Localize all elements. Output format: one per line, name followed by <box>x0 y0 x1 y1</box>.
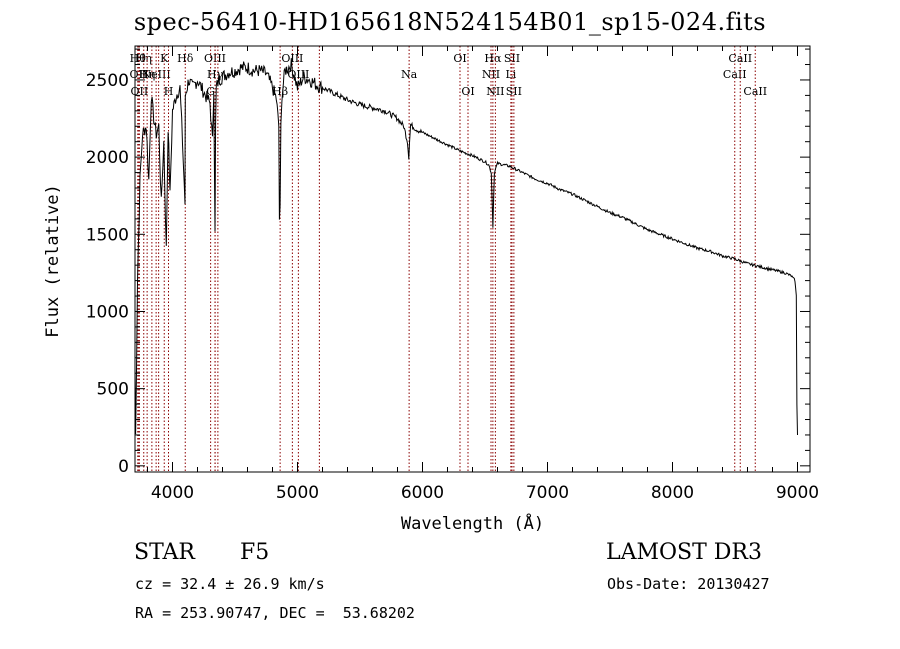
line-marker-label: Na <box>401 68 418 81</box>
line-marker-label: NII <box>482 68 500 81</box>
line-marker-label: OI <box>461 85 474 98</box>
axes <box>134 45 811 473</box>
y-tick-label: 2500 <box>86 71 129 91</box>
line-marker-label: Hγ <box>207 68 224 81</box>
x-axis-label: Wavelength (Å) <box>401 512 544 534</box>
line-marker-label: Li <box>505 68 516 81</box>
object-type: STAR <box>134 540 195 565</box>
line-marker-label: K <box>160 52 169 65</box>
x-tick-label: 4000 <box>151 483 194 503</box>
line-marker-label: OIII <box>204 52 226 65</box>
x-tick-label: 8000 <box>651 483 694 503</box>
line-marker-label: OII <box>130 68 148 81</box>
line-marker-label: OIII <box>287 68 309 81</box>
chart-title: spec-56410-HD165618N524154B01_sp15-024.f… <box>133 8 767 36</box>
axis-labels: 4000 5000 6000 7000 8000 9000 0 500 1000 1500 2000… <box>43 71 819 534</box>
line-marker-label: SII <box>506 85 522 98</box>
plot-frame <box>134 45 811 473</box>
velocity-readout: cz = 32.4 ± 26.9 km/s <box>135 575 325 593</box>
spectrum-series <box>134 58 798 436</box>
line-marker-label: Hθ <box>130 52 147 65</box>
x-tick-label: 9000 <box>776 483 819 503</box>
line-marker-label: Hβ <box>272 85 288 98</box>
line-marker-label: G <box>206 85 215 98</box>
line-marker-label: Hη <box>136 52 152 65</box>
coordinates: RA = 253.90747, DEC = 53.68202 <box>135 604 415 622</box>
y-tick-label: 1000 <box>86 302 129 322</box>
x-tick-label: 6000 <box>401 483 444 503</box>
line-marker-label: CaII <box>743 85 767 98</box>
y-tick-label: 500 <box>97 380 129 400</box>
line-marker-label: OII <box>131 85 149 98</box>
survey-name: LAMOST DR3 <box>606 540 762 565</box>
line-marker-label: H <box>164 85 174 98</box>
y-tick-label: 1500 <box>86 225 129 245</box>
spectrum-line <box>134 58 798 436</box>
line-marker-label: NeIII <box>142 68 171 81</box>
line-marker-label: OI <box>453 52 466 65</box>
y-axis-label: Flux (relative) <box>43 184 63 338</box>
line-marker-label: CaII <box>728 52 752 65</box>
x-tick-label: 5000 <box>276 483 319 503</box>
line-marker-label: NII <box>486 85 504 98</box>
line-marker-label: SII <box>504 52 520 65</box>
line-marker-label: Hδ <box>177 52 194 65</box>
obs-date: Obs-Date: 20130427 <box>607 575 770 593</box>
spectral-subclass: F5 <box>240 540 270 565</box>
line-marker-label: Hη <box>139 68 155 81</box>
y-tick-label: 2000 <box>86 148 129 168</box>
x-tick-label: 7000 <box>526 483 569 503</box>
line-marker-label: OIII <box>281 52 303 65</box>
y-tick-label: 0 <box>118 457 129 477</box>
line-marker-label: CaII <box>723 68 747 81</box>
line-marker-label: Hα <box>484 52 502 65</box>
